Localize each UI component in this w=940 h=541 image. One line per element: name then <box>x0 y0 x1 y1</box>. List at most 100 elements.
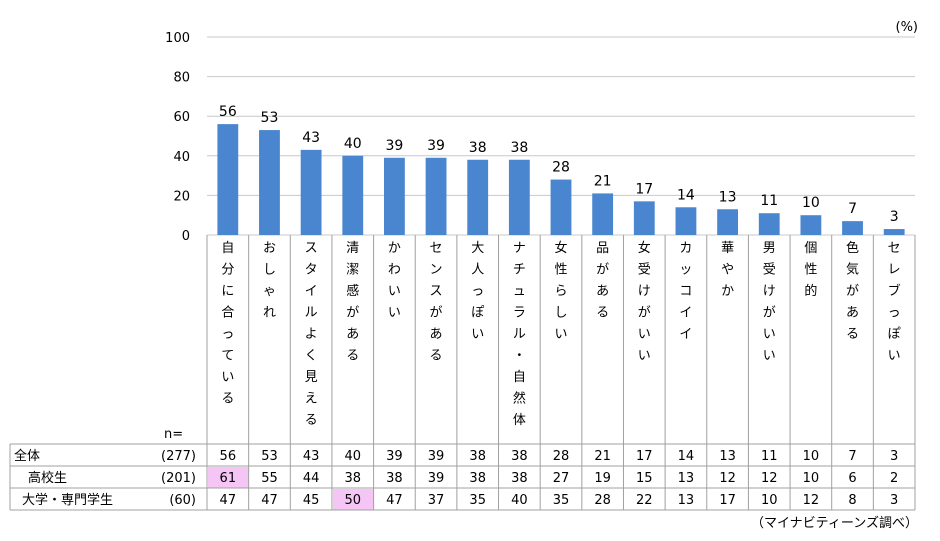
table-cell-value: 35 <box>469 493 486 508</box>
table-cell-value: 38 <box>469 471 486 486</box>
category-label: センスがある <box>430 241 443 364</box>
table-cell-value: 13 <box>719 449 736 464</box>
table-cell-value: 27 <box>553 471 570 486</box>
table-row-n: (60) <box>169 493 196 508</box>
bar-value-label: 11 <box>760 193 778 209</box>
table-cell-value: 10 <box>761 493 778 508</box>
source-note: （マイナビティーンズ調べ） <box>751 515 918 531</box>
table-cell-value: 47 <box>220 493 237 508</box>
table-cell-value: 28 <box>594 493 611 508</box>
category-label: 色気がある <box>846 240 859 342</box>
category-label: 個性的 <box>804 241 817 299</box>
category-label: セレブっぽい <box>888 241 901 364</box>
table-cell-value: 7 <box>848 449 856 464</box>
table-cell-value: 11 <box>761 449 778 464</box>
bar <box>592 193 614 235</box>
table-cell-value: 17 <box>719 493 736 508</box>
unit-label: (%) <box>896 20 919 35</box>
table-cell-value: 28 <box>553 449 570 464</box>
category-label: 男受けがいい <box>763 241 776 364</box>
category-label: ナチュラル・自然体 <box>513 241 526 428</box>
table-cell-value: 35 <box>553 493 570 508</box>
category-label: 華やか <box>721 241 734 299</box>
bar <box>259 130 280 235</box>
table-cell-value: 61 <box>220 471 237 486</box>
category-label: 大人っぽい <box>471 241 484 342</box>
table-cell-value: 13 <box>678 493 695 508</box>
bar-value-label: 40 <box>344 136 362 152</box>
table-cell-value: 15 <box>636 471 653 486</box>
y-tick-label: 0 <box>182 229 190 244</box>
bar <box>508 159 530 235</box>
category-label: おしゃれ <box>263 241 276 321</box>
bar <box>633 201 655 235</box>
bar-value-label: 38 <box>510 140 528 156</box>
y-tick-label: 60 <box>173 110 190 125</box>
table-cell-value: 38 <box>344 471 361 486</box>
bar <box>425 157 447 235</box>
table-cell-value: 19 <box>594 471 611 486</box>
bar <box>342 155 364 235</box>
table-cell-value: 50 <box>344 493 361 508</box>
table-cell-value: 44 <box>303 471 320 486</box>
bar-value-label: 43 <box>302 130 320 146</box>
bar-value-label: 28 <box>552 160 570 176</box>
category-label: カッコイイ <box>679 241 692 342</box>
table-cell-value: 40 <box>511 493 528 508</box>
bar-value-label: 13 <box>719 189 737 205</box>
bar <box>758 213 780 235</box>
bar-value-label: 3 <box>890 209 899 225</box>
table-cell-value: 40 <box>344 449 361 464</box>
y-tick-label: 20 <box>173 189 190 204</box>
bar <box>300 149 322 235</box>
table-cell-value: 12 <box>719 471 736 486</box>
category-label: かわいい <box>388 241 401 321</box>
bar-value-label: 10 <box>802 195 820 211</box>
bar <box>675 207 697 235</box>
category-label: 自分に合っている <box>221 241 234 407</box>
table-cell-value: 8 <box>848 493 856 508</box>
table-cell-value: 10 <box>803 449 820 464</box>
bar-value-label: 39 <box>385 138 403 154</box>
bar-value-label: 39 <box>427 138 445 154</box>
bar <box>717 209 738 235</box>
bar <box>883 229 905 235</box>
table-cell-value: 17 <box>636 449 653 464</box>
table-cell-value: 3 <box>890 449 898 464</box>
table-row-name: 大学・専門学生 <box>22 492 113 508</box>
bar-value-label: 38 <box>469 140 487 156</box>
bar <box>384 157 405 235</box>
y-tick-label: 80 <box>173 71 190 86</box>
bar <box>842 221 863 235</box>
bar-value-label: 53 <box>261 110 279 126</box>
table-cell-value: 39 <box>386 449 403 464</box>
bar <box>800 215 822 235</box>
table-cell-value: 38 <box>511 471 528 486</box>
category-label: 清潔感がある <box>346 241 359 364</box>
bar <box>467 159 489 235</box>
table-cell-value: 3 <box>890 493 898 508</box>
table-cell-value: 38 <box>469 449 486 464</box>
table-cell-value: 47 <box>261 493 278 508</box>
table-cell-value: 38 <box>386 471 403 486</box>
table-cell-value: 47 <box>386 493 403 508</box>
table-cell-value: 21 <box>594 449 611 464</box>
table-cell-value: 43 <box>303 449 320 464</box>
table-cell-value: 22 <box>636 493 653 508</box>
table-cell-value: 13 <box>678 471 695 486</box>
table-cell-value: 2 <box>890 471 898 486</box>
table-cell-value: 39 <box>428 449 445 464</box>
bar-value-label: 7 <box>848 201 857 217</box>
table-row-n: (201) <box>161 471 196 486</box>
highlight-cell <box>332 489 374 510</box>
table-cell-value: 14 <box>678 449 695 464</box>
highlight-cell <box>208 467 249 488</box>
bar-value-label: 17 <box>635 181 653 197</box>
table-cell-value: 12 <box>761 471 778 486</box>
table-cell-value: 55 <box>261 471 278 486</box>
bar <box>550 179 572 235</box>
table-cell-value: 12 <box>803 493 820 508</box>
table-cell-value: 6 <box>848 471 856 486</box>
table-cell-value: 10 <box>803 471 820 486</box>
